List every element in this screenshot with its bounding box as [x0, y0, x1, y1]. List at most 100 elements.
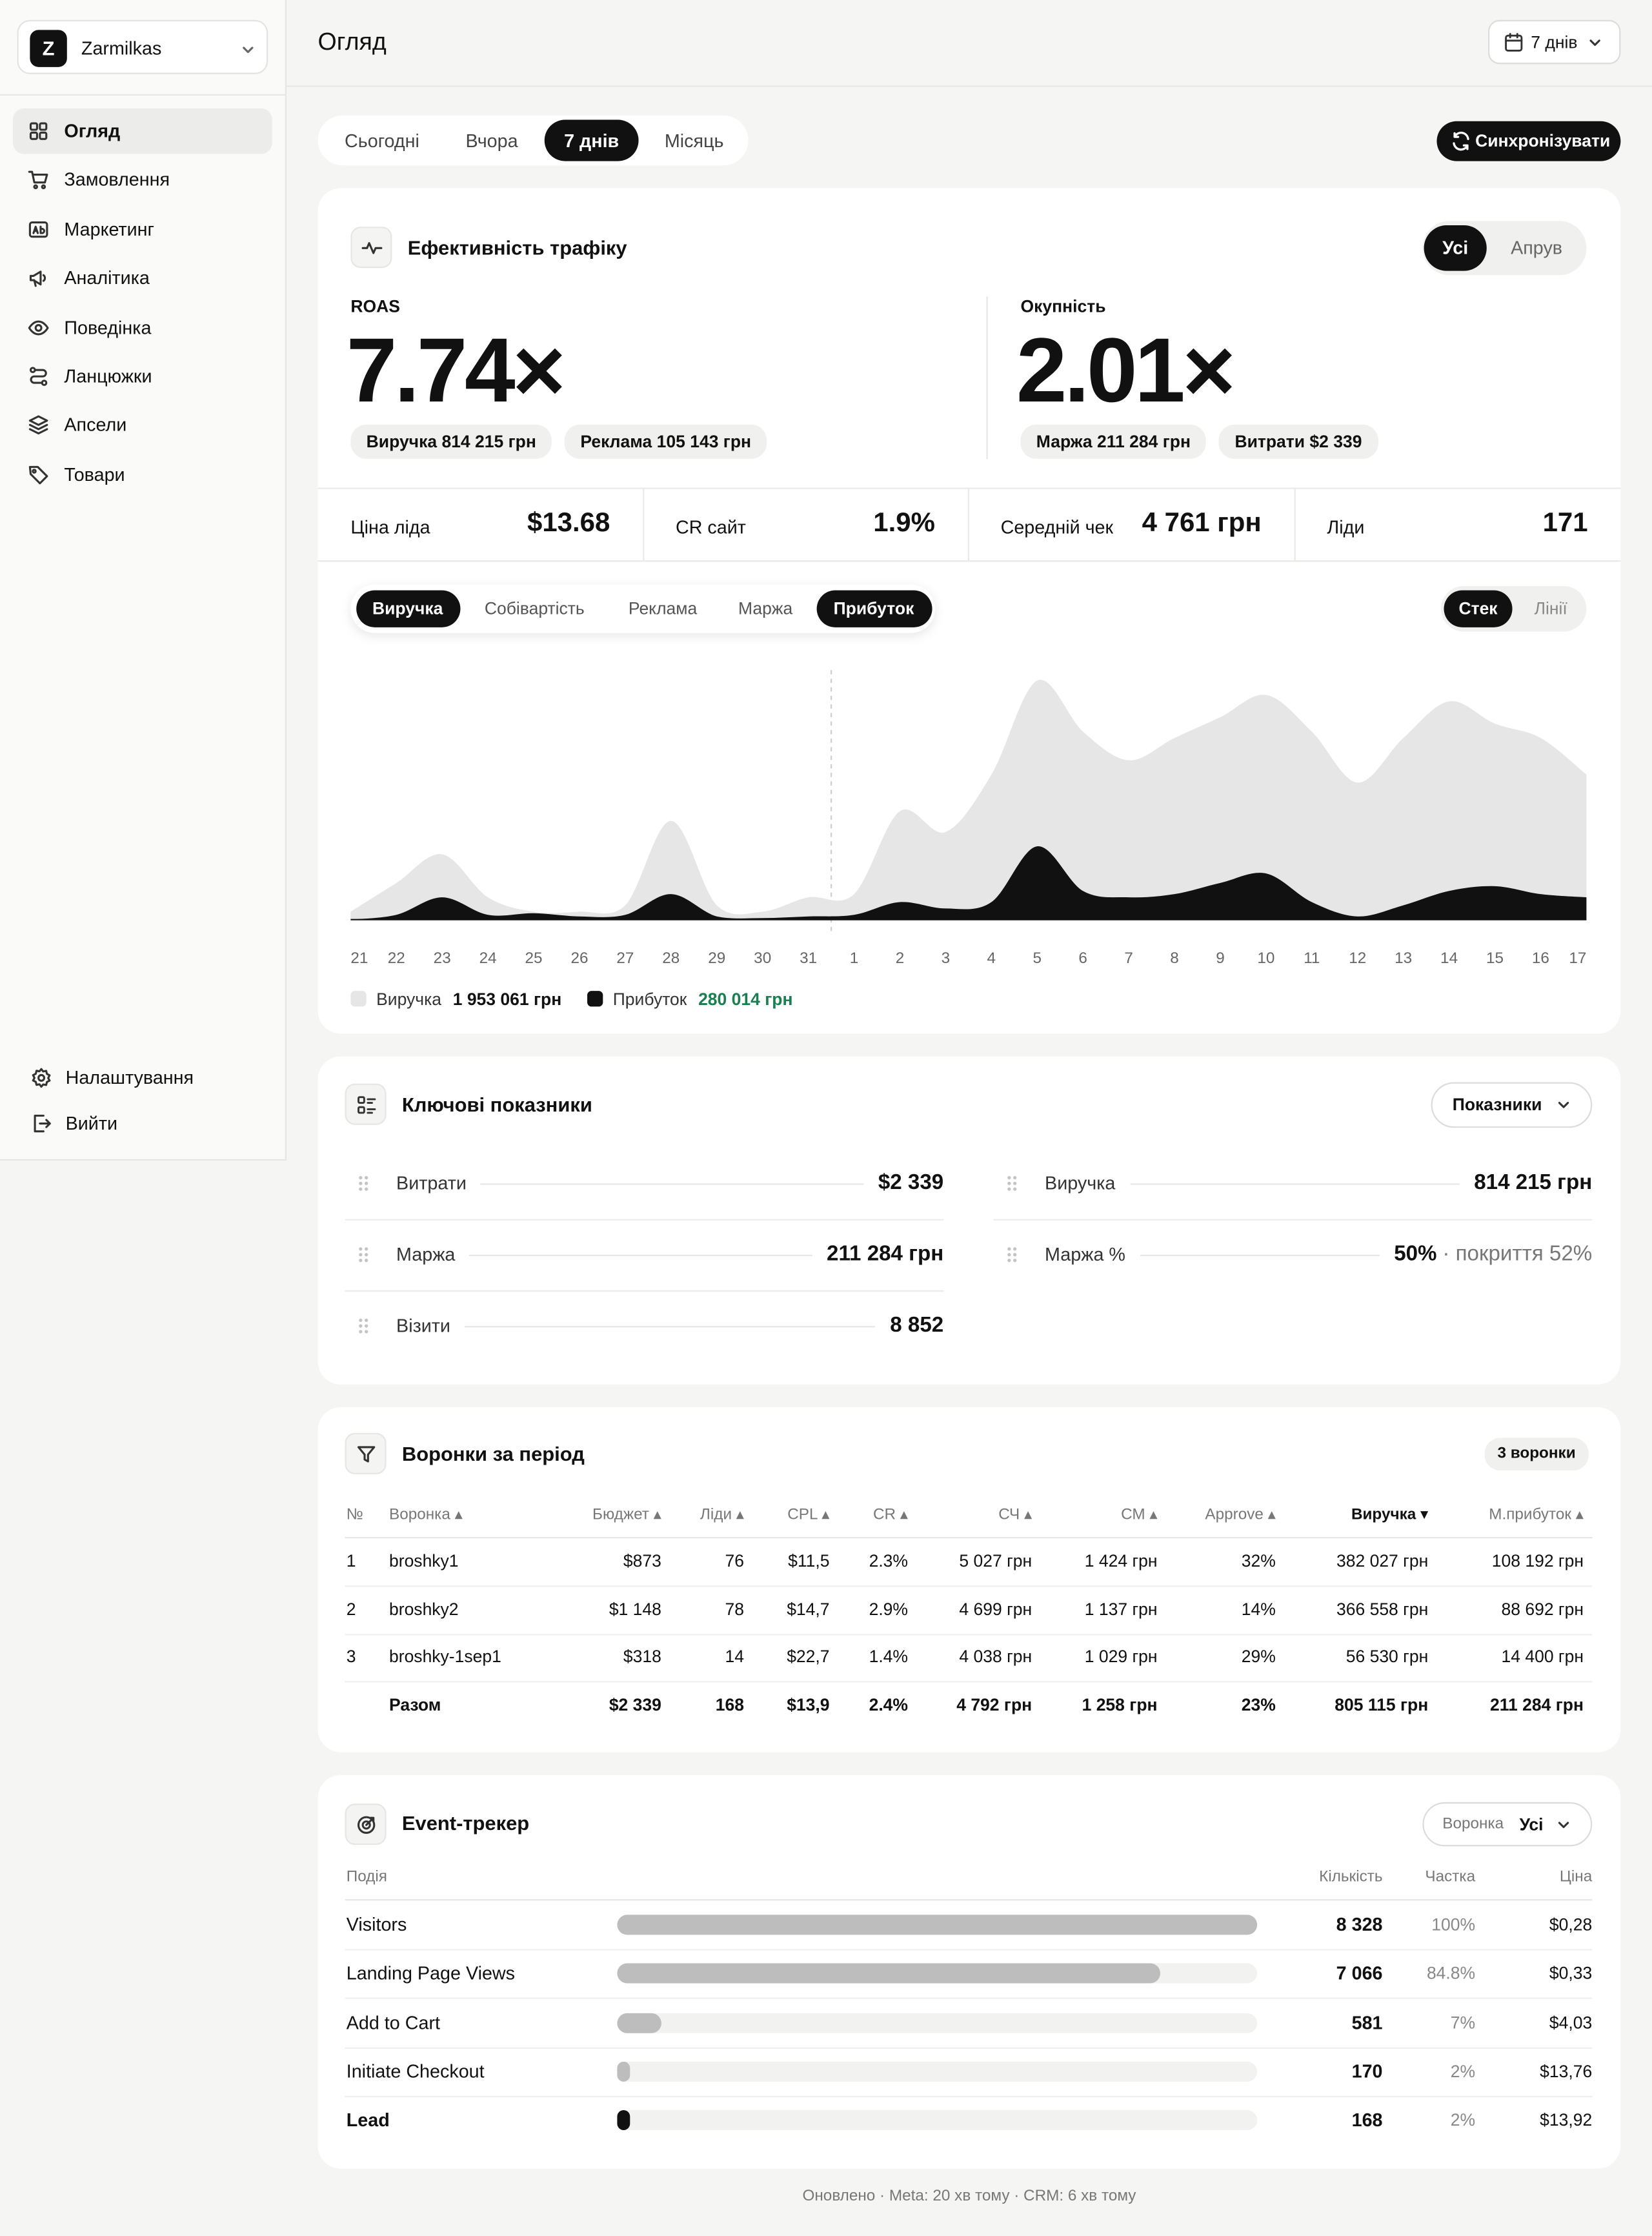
table-header[interactable]: М.прибуток ▴: [1489, 1506, 1584, 1523]
metric-tab[interactable]: Маржа: [738, 598, 793, 619]
period-tab[interactable]: Вчора: [465, 129, 518, 151]
handle-dot: [1007, 1246, 1017, 1262]
metric-tab[interactable]: Собівартість: [484, 598, 585, 619]
card-title: Ключові показники: [401, 1093, 592, 1116]
button-label[interactable]: Показники: [1452, 1094, 1542, 1115]
metric-divider: [643, 487, 645, 561]
table-header[interactable]: Бюджет ▴: [592, 1506, 661, 1523]
table-header[interactable]: Воронка ▴: [389, 1506, 463, 1523]
icon-part: [30, 369, 47, 384]
handle-dot: [365, 1175, 368, 1180]
metric-tab[interactable]: Реклама: [628, 598, 698, 619]
table-rule: [345, 2095, 1593, 2097]
metric-value: 814 215 грн: [1474, 1170, 1593, 1195]
workspace-avatar: [30, 30, 67, 67]
handle-dot: [359, 1175, 368, 1191]
table-header[interactable]: Ліди ▴: [700, 1506, 744, 1523]
table-header[interactable]: СЧ ▴: [998, 1506, 1032, 1523]
metric-tab[interactable]: Виручка: [372, 598, 443, 619]
leader-line: [469, 1254, 812, 1256]
period-tab-active[interactable]: [544, 119, 639, 161]
nav-label[interactable]: Налаштування: [65, 1066, 194, 1088]
nav-label[interactable]: Аналітика: [64, 267, 150, 289]
drag-handle: [359, 1317, 368, 1333]
toggle-option[interactable]: Усі: [1442, 237, 1469, 259]
footer-note: Оновлено · Meta: 20 хв тому · CRM: 6 хв …: [802, 2188, 1136, 2205]
icon: [29, 367, 48, 386]
table-header[interactable]: CPL ▴: [787, 1506, 830, 1523]
nav-label[interactable]: Товари: [64, 463, 125, 485]
metric-tab-active[interactable]: [816, 590, 932, 627]
period-tab[interactable]: Місяць: [664, 129, 724, 151]
table-cell: 4 038 грн: [959, 1647, 1032, 1667]
x-tick-label: 6: [1078, 950, 1087, 968]
period-tab[interactable]: 7 днів: [564, 129, 620, 151]
icon-part: [32, 225, 45, 234]
x-tick-label: 9: [1216, 950, 1225, 968]
table-cell: 1 137 грн: [1084, 1598, 1158, 1619]
sync-label[interactable]: Синхронізувати: [1475, 130, 1611, 151]
icon: [32, 1068, 51, 1088]
nav-label[interactable]: Ланцюжки: [64, 365, 152, 387]
nav-label[interactable]: Маркетинг: [64, 218, 155, 240]
drag-handle: [1007, 1246, 1017, 1262]
table-header: Подія: [346, 1868, 387, 1885]
metric-tab-active[interactable]: [356, 590, 461, 627]
toggle-option[interactable]: Апрув: [1511, 237, 1563, 259]
table-header[interactable]: Approve ▴: [1205, 1506, 1276, 1523]
card-title: Ефективність трафіку: [407, 236, 627, 259]
handle-dot: [359, 1246, 363, 1251]
funnel-badge: 3 воронки: [1484, 1438, 1589, 1471]
icon-part: [1505, 33, 1523, 42]
nav-label[interactable]: Вийти: [65, 1112, 118, 1134]
metric-tab[interactable]: Прибуток: [833, 598, 914, 619]
table-header[interactable]: СМ ▴: [1121, 1506, 1158, 1523]
icon: [28, 465, 48, 484]
mode-active[interactable]: [1444, 590, 1513, 627]
icon-part: [34, 1114, 51, 1133]
handle-dot: [1007, 1258, 1011, 1262]
table-header[interactable]: Виручка ▾: [1351, 1506, 1429, 1523]
period-tab[interactable]: Сьогодні: [345, 129, 419, 151]
mode-option[interactable]: Лінії: [1534, 598, 1567, 619]
table-cell: 1 424 грн: [1084, 1550, 1158, 1571]
icon-part: [356, 1445, 375, 1462]
leader-line: [465, 1325, 876, 1327]
sync-button[interactable]: [1436, 121, 1621, 161]
metric-label: Ліди: [1327, 516, 1365, 538]
table-cell: 2: [346, 1598, 356, 1619]
toggle-active[interactable]: [1424, 225, 1487, 271]
table-cell: 78: [725, 1598, 744, 1619]
event-price: $13,76: [1540, 2061, 1593, 2082]
handle-dot: [365, 1187, 368, 1191]
table-cell: 3: [346, 1647, 356, 1667]
event-share: 2%: [1450, 2061, 1476, 2082]
filter-value[interactable]: Усі: [1519, 1814, 1544, 1835]
handle-dot: [359, 1187, 363, 1191]
handle-dot: [365, 1258, 368, 1262]
nav-label[interactable]: Поведінка: [64, 316, 152, 338]
kpi-pill: Маржа 211 284 грн: [1020, 424, 1207, 460]
icon-part: [33, 185, 38, 190]
nav-label[interactable]: Апсели: [64, 414, 127, 436]
mode-option[interactable]: Стек: [1458, 598, 1498, 619]
funnel-filter[interactable]: [1422, 1802, 1593, 1847]
area-chart: [350, 670, 1587, 934]
handle-dot: [359, 1329, 363, 1333]
x-tick-label: 5: [1032, 950, 1042, 968]
icon-part: [1505, 34, 1523, 52]
handle-dot: [359, 1317, 368, 1333]
handle-dot: [359, 1317, 363, 1322]
x-tick-label: 3: [941, 950, 951, 968]
table-cell: 14: [725, 1647, 744, 1667]
table-rule: [345, 1949, 1593, 1951]
event-share: 7%: [1450, 2012, 1476, 2033]
table-header[interactable]: CR ▴: [872, 1506, 909, 1523]
icon-part: [356, 1815, 375, 1833]
legend-total: 280 014 грн: [698, 989, 793, 1010]
nav-label[interactable]: Замовлення: [64, 168, 170, 191]
drag-handle: [1007, 1175, 1017, 1191]
nav-label[interactable]: Огляд: [64, 119, 121, 142]
table-header: Частка: [1425, 1868, 1476, 1885]
metric-value: 1.9%: [873, 508, 935, 539]
